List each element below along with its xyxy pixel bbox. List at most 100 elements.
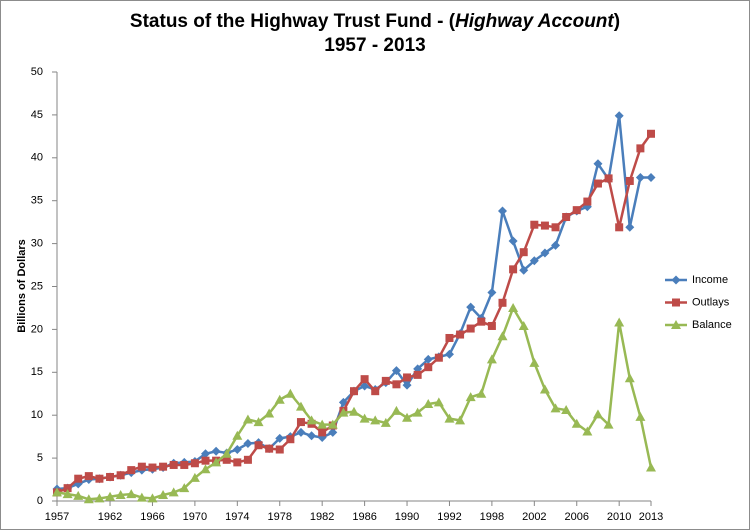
point bbox=[148, 463, 157, 472]
point bbox=[233, 458, 242, 467]
point bbox=[540, 248, 550, 258]
y-tick-label: 10 bbox=[31, 409, 43, 421]
point bbox=[84, 472, 93, 481]
point bbox=[433, 397, 444, 407]
point bbox=[168, 487, 179, 497]
point bbox=[636, 144, 645, 153]
point bbox=[350, 387, 358, 396]
point bbox=[403, 373, 412, 382]
point bbox=[614, 317, 625, 327]
y-tick-label: 30 bbox=[31, 238, 43, 250]
point bbox=[200, 464, 211, 474]
legend-marker bbox=[671, 320, 681, 329]
x-tick-label: 2010 bbox=[607, 511, 631, 523]
point bbox=[359, 413, 370, 423]
point bbox=[423, 354, 433, 364]
legend-marker bbox=[672, 298, 680, 307]
point bbox=[646, 173, 656, 183]
point bbox=[530, 220, 539, 229]
point bbox=[647, 129, 655, 138]
point bbox=[158, 489, 169, 499]
point bbox=[508, 302, 519, 312]
point bbox=[189, 472, 200, 482]
point bbox=[487, 321, 496, 330]
point bbox=[381, 376, 390, 385]
point bbox=[604, 174, 613, 183]
point bbox=[115, 489, 126, 499]
point bbox=[624, 373, 635, 383]
point bbox=[476, 388, 487, 398]
point bbox=[190, 459, 199, 468]
legend-label: Income bbox=[692, 274, 728, 286]
point bbox=[307, 431, 317, 441]
point bbox=[136, 492, 147, 502]
point bbox=[169, 460, 178, 469]
point bbox=[509, 265, 518, 274]
point bbox=[83, 494, 94, 504]
point bbox=[116, 471, 125, 480]
point bbox=[593, 179, 602, 188]
point bbox=[211, 446, 221, 456]
point bbox=[391, 405, 402, 415]
x-tick-label: 1966 bbox=[140, 511, 164, 523]
point bbox=[74, 474, 83, 483]
x-tick-label: 1986 bbox=[352, 511, 376, 523]
point bbox=[487, 288, 497, 298]
point bbox=[180, 460, 189, 469]
point bbox=[211, 457, 222, 467]
point bbox=[413, 370, 422, 379]
point bbox=[73, 490, 84, 500]
point bbox=[486, 354, 497, 364]
point bbox=[592, 409, 603, 419]
point bbox=[232, 430, 243, 440]
point bbox=[338, 407, 349, 417]
point bbox=[137, 462, 146, 471]
point bbox=[63, 484, 72, 493]
point bbox=[466, 302, 476, 312]
x-tick-label: 2002 bbox=[522, 511, 546, 523]
point bbox=[402, 412, 413, 422]
point bbox=[221, 448, 232, 458]
point bbox=[603, 419, 614, 429]
point bbox=[444, 413, 455, 423]
x-tick-label: 1982 bbox=[310, 511, 334, 523]
point bbox=[519, 248, 528, 257]
y-tick-label: 35 bbox=[31, 195, 43, 207]
point bbox=[466, 324, 475, 333]
point bbox=[295, 401, 306, 411]
point bbox=[275, 445, 284, 454]
legend-label: Outlays bbox=[692, 296, 730, 308]
point bbox=[286, 435, 295, 444]
y-tick-label: 50 bbox=[31, 66, 43, 78]
y-tick-label: 25 bbox=[31, 280, 43, 292]
point bbox=[508, 236, 518, 246]
x-tick-label: 1978 bbox=[268, 511, 292, 523]
point bbox=[265, 444, 274, 453]
point bbox=[391, 366, 401, 376]
point bbox=[254, 441, 263, 450]
point bbox=[572, 206, 581, 215]
title-part: Status of the Highway Trust Fund - ( bbox=[130, 11, 456, 32]
point bbox=[317, 419, 328, 429]
point bbox=[562, 213, 571, 222]
point bbox=[423, 399, 434, 409]
y-tick-label: 40 bbox=[31, 152, 43, 164]
point bbox=[392, 380, 401, 389]
point bbox=[498, 206, 507, 216]
chart-subtitle: 1957 - 2013 bbox=[324, 35, 425, 56]
point bbox=[582, 426, 593, 436]
point bbox=[445, 333, 454, 342]
point bbox=[370, 415, 381, 425]
x-tick-label: 1962 bbox=[98, 511, 122, 523]
point bbox=[327, 419, 338, 429]
point bbox=[126, 489, 137, 499]
point bbox=[380, 417, 391, 427]
point bbox=[646, 462, 656, 472]
point bbox=[147, 493, 158, 503]
x-tick-label: 2013 bbox=[639, 511, 663, 523]
point bbox=[518, 320, 529, 330]
point bbox=[349, 406, 359, 416]
point bbox=[285, 388, 296, 398]
